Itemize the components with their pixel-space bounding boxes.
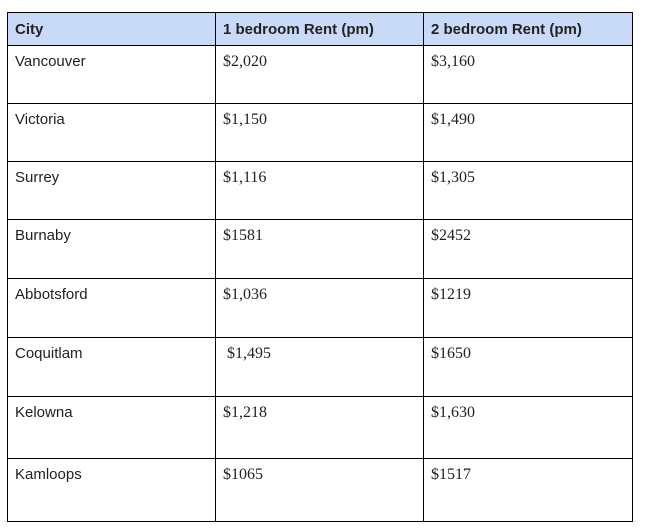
city-cell: Kamloops (7, 458, 216, 522)
table-row: Vancouver $2,020 $3,160 (7, 45, 633, 104)
two-bedroom-rent-cell: $1650 (423, 337, 633, 397)
rent-table: City 1 bedroom Rent (pm) 2 bedroom Rent … (7, 12, 633, 522)
table-row: Kamloops $1065 $1517 (7, 458, 633, 522)
two-bedroom-rent-cell: $1517 (423, 458, 633, 522)
table-row: Victoria $1,150 $1,490 (7, 103, 633, 162)
two-bedroom-rent-cell: $1,305 (423, 161, 633, 220)
two-bedroom-rent-cell: $2452 (423, 219, 633, 279)
table-header: City 1 bedroom Rent (pm) 2 bedroom Rent … (7, 12, 633, 46)
table-row: Abbotsford $1,036 $1219 (7, 278, 633, 338)
two-bedroom-rent-cell: $1,490 (423, 103, 633, 162)
one-bedroom-rent-cell: $1,150 (215, 103, 424, 162)
city-cell: Abbotsford (7, 278, 216, 338)
table-row: Burnaby $1581 $2452 (7, 219, 633, 279)
city-cell: Surrey (7, 161, 216, 220)
one-bedroom-rent-cell: $2,020 (215, 45, 424, 104)
one-bedroom-rent-cell: $1,116 (215, 161, 424, 220)
one-bedroom-rent-cell: $1581 (215, 219, 424, 279)
two-bedroom-rent-cell: $1,630 (423, 396, 633, 459)
one-bedroom-rent-cell: $1065 (215, 458, 424, 522)
two-bedroom-rent-cell: $3,160 (423, 45, 633, 104)
header-2-bedroom-rent: 2 bedroom Rent (pm) (423, 12, 633, 46)
city-cell: Burnaby (7, 219, 216, 279)
table-body: Vancouver $2,020 $3,160 Victoria $1,150 … (7, 45, 633, 522)
one-bedroom-rent-cell: $1,036 (215, 278, 424, 338)
city-cell: Kelowna (7, 396, 216, 459)
table-row: Coquitlam $1,495 $1650 (7, 337, 633, 397)
header-city: City (7, 12, 216, 46)
one-bedroom-rent-cell: $1,218 (215, 396, 424, 459)
city-cell: Coquitlam (7, 337, 216, 397)
header-row: City 1 bedroom Rent (pm) 2 bedroom Rent … (7, 12, 633, 46)
city-cell: Victoria (7, 103, 216, 162)
city-cell: Vancouver (7, 45, 216, 104)
rent-table-container: City 1 bedroom Rent (pm) 2 bedroom Rent … (7, 12, 633, 522)
one-bedroom-rent-cell: $1,495 (215, 337, 424, 397)
one-bedroom-rent-value: $1,495 (227, 345, 271, 362)
header-1-bedroom-rent: 1 bedroom Rent (pm) (215, 12, 424, 46)
table-row: Kelowna $1,218 $1,630 (7, 396, 633, 459)
table-row: Surrey $1,116 $1,305 (7, 161, 633, 220)
two-bedroom-rent-cell: $1219 (423, 278, 633, 338)
